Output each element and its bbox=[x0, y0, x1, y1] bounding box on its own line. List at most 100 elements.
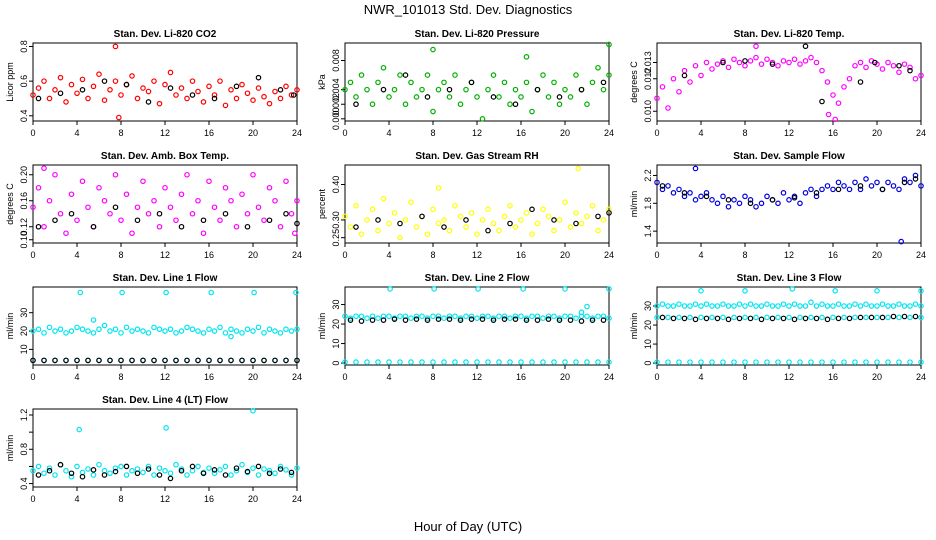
data-point bbox=[255, 74, 262, 81]
data-point bbox=[101, 472, 108, 478]
data-point bbox=[907, 303, 913, 309]
data-point bbox=[463, 313, 469, 320]
data-point bbox=[206, 178, 212, 185]
data-point bbox=[294, 87, 300, 93]
x-tick-label: 20 bbox=[872, 128, 882, 138]
data-point bbox=[446, 86, 453, 93]
x-tick-label: 0 bbox=[342, 128, 347, 138]
x-tick-label: 24 bbox=[916, 372, 926, 382]
data-point bbox=[857, 183, 864, 189]
y-tick-label: 20 bbox=[331, 319, 341, 329]
x-tick-label: 16 bbox=[828, 128, 838, 138]
data-point bbox=[830, 186, 836, 193]
x-tick-label: 12 bbox=[784, 250, 794, 260]
x-tick-label: 0 bbox=[342, 250, 347, 260]
data-point bbox=[255, 324, 262, 331]
panel-title: Stan. Dev. Line 1 Flow bbox=[113, 273, 218, 284]
data-point bbox=[107, 210, 113, 217]
data-point bbox=[90, 467, 97, 473]
data-point bbox=[813, 303, 820, 309]
panel-1: Stan. Dev. Li-820 CO2 0 4 8 12 16 20 24 0.4 0.6 0.… bbox=[5, 29, 302, 138]
data-point bbox=[468, 79, 475, 86]
data-point bbox=[835, 179, 842, 186]
data-point bbox=[742, 62, 748, 69]
data-point bbox=[167, 69, 174, 76]
data-point bbox=[720, 359, 726, 365]
panel-3: Stan. Dev. Li-820 Temp. 0 4 8 12 16 20 24 0.010 0… bbox=[629, 29, 926, 138]
y-tick-label: 0.40 bbox=[331, 176, 341, 194]
data-point bbox=[41, 330, 47, 336]
data-point bbox=[261, 330, 267, 336]
data-point bbox=[41, 78, 47, 84]
data-point bbox=[830, 314, 836, 321]
data-point bbox=[228, 326, 234, 333]
data-point bbox=[430, 46, 436, 53]
x-tick-label: 0 bbox=[30, 494, 35, 504]
data-point bbox=[606, 41, 612, 48]
data-point bbox=[512, 86, 519, 93]
data-point bbox=[419, 213, 425, 220]
data-point bbox=[211, 467, 218, 473]
data-point bbox=[573, 220, 579, 227]
data-point bbox=[68, 191, 75, 198]
data-point bbox=[753, 54, 759, 61]
data-point bbox=[52, 217, 58, 224]
data-point bbox=[485, 206, 491, 213]
data-point bbox=[52, 171, 58, 178]
data-point bbox=[211, 470, 218, 477]
data-point bbox=[233, 328, 240, 334]
data-point bbox=[413, 316, 420, 322]
x-tick-label: 24 bbox=[604, 250, 614, 260]
data-point bbox=[709, 303, 715, 309]
panel-title: Stan. Dev. Line 2 Flow bbox=[425, 273, 530, 284]
data-point bbox=[703, 301, 710, 307]
data-point bbox=[600, 79, 607, 86]
data-point bbox=[206, 326, 212, 333]
data-point bbox=[151, 357, 157, 364]
data-point bbox=[890, 303, 897, 309]
data-point bbox=[507, 359, 513, 365]
data-point bbox=[452, 359, 458, 365]
data-point bbox=[358, 72, 365, 78]
data-point bbox=[189, 78, 196, 84]
data-point bbox=[261, 93, 267, 100]
data-point bbox=[424, 94, 431, 100]
data-point bbox=[857, 79, 864, 85]
data-point bbox=[780, 58, 787, 64]
data-point bbox=[375, 227, 381, 234]
data-point bbox=[698, 72, 704, 79]
data-point bbox=[841, 84, 847, 90]
data-point bbox=[272, 470, 278, 477]
data-point bbox=[863, 176, 869, 182]
data-point bbox=[277, 223, 284, 230]
data-point bbox=[145, 210, 152, 217]
data-point bbox=[294, 465, 300, 471]
data-point bbox=[173, 330, 179, 336]
data-point bbox=[479, 217, 486, 223]
data-point bbox=[118, 330, 124, 336]
data-point bbox=[529, 359, 535, 365]
panel-title: Stan. Dev. Line 4 (LT) Flow bbox=[102, 395, 228, 406]
data-point bbox=[584, 213, 590, 220]
data-point bbox=[589, 79, 596, 86]
data-point bbox=[512, 224, 519, 230]
data-point bbox=[386, 359, 392, 365]
data-point bbox=[709, 66, 715, 72]
data-point bbox=[786, 359, 792, 365]
data-point bbox=[239, 330, 245, 336]
data-point bbox=[551, 227, 557, 234]
data-point bbox=[134, 95, 141, 102]
data-point bbox=[288, 328, 295, 334]
y-tick-label: 0 bbox=[331, 361, 341, 366]
data-point bbox=[698, 359, 704, 365]
data-point bbox=[217, 217, 223, 224]
x-tick-label: 16 bbox=[828, 372, 838, 382]
data-point bbox=[556, 101, 563, 108]
data-point bbox=[156, 326, 163, 333]
data-point bbox=[413, 224, 420, 230]
data-point bbox=[742, 288, 748, 294]
data-point bbox=[659, 314, 666, 321]
data-point bbox=[589, 317, 596, 323]
data-point bbox=[769, 303, 776, 309]
data-point bbox=[228, 197, 234, 204]
